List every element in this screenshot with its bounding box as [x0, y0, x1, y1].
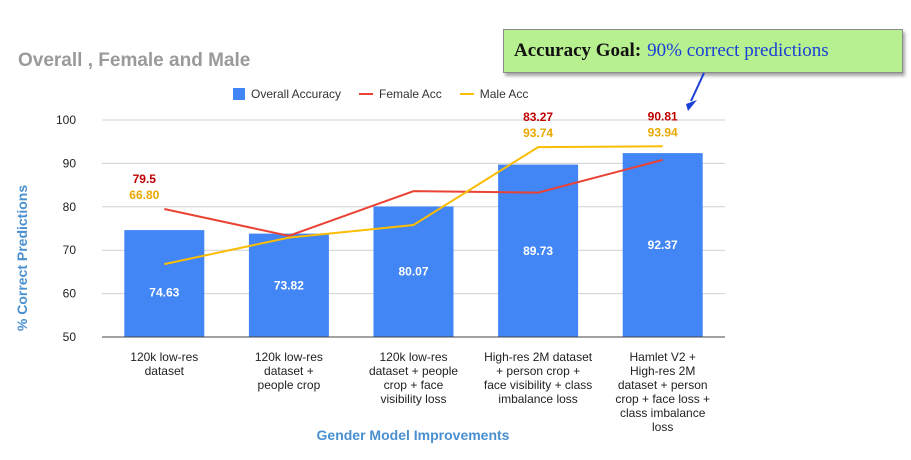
legend-item-male: Male Acc [459, 87, 529, 101]
x-tick-label: Hamlet V2 + High-res 2M dataset + person cr… [615, 350, 711, 434]
chart-title: Overall , Female and Male [18, 50, 251, 71]
chart-legend: Overall Accuracy Female Acc Male Acc [233, 86, 546, 102]
legend-label-female: Female Acc [379, 87, 442, 101]
bar-data-label: 73.82 [274, 278, 304, 292]
line-male-acc [164, 145, 663, 266]
accuracy-goal-value: 90% correct predictions [647, 40, 829, 61]
y-tick-label: 50 [63, 330, 77, 344]
accuracy-goal-label: Accuracy Goal: [514, 40, 642, 61]
y-tick-label: 90 [63, 156, 77, 170]
legend-label-male: Male Acc [479, 87, 529, 101]
legend-item-overall: Overall Accuracy [233, 87, 341, 101]
y-axis-label: % Correct Predictions [14, 184, 30, 332]
y-tick-label: 80 [63, 200, 77, 214]
bar-overall-accuracy [248, 233, 329, 337]
accuracy-goal-arrow [690, 72, 705, 102]
x-tick-label: High-res 2M dataset + person crop + face v… [483, 350, 593, 406]
bar-data-label: 74.63 [149, 286, 179, 300]
legend-swatch-male [459, 93, 474, 95]
bar-overall-accuracy [124, 230, 205, 337]
accuracy-goal-arrowhead [686, 100, 697, 111]
female-data-label: 83.27 [523, 110, 553, 124]
y-tick-label: 100 [56, 113, 76, 127]
legend-label-overall: Overall Accuracy [251, 87, 342, 101]
bar-data-label: 80.07 [398, 265, 428, 279]
x-tick-label: 120k low-res dataset [130, 350, 199, 378]
legend-swatch-overall [233, 88, 245, 100]
bar-data-label: 89.73 [523, 244, 553, 258]
female-data-label: 90.81 [648, 109, 678, 123]
bar-data-label: 92.37 [648, 238, 678, 252]
accuracy-goal-callout: Accuracy Goal: 90% correct predictions [503, 29, 903, 73]
y-tick-label: 60 [63, 287, 77, 301]
male-data-label: 93.94 [648, 125, 678, 139]
x-tick-label: 120k low-res dataset + people crop + face v… [368, 350, 459, 406]
x-tick-label: 120k low-res dataset + people crop [254, 350, 323, 392]
legend-item-female: Female Acc [359, 87, 442, 101]
bar-overall-accuracy [622, 153, 703, 337]
y-tick-label: 70 [63, 243, 77, 257]
male-data-label: 93.74 [523, 126, 553, 140]
line-female-acc [164, 158, 663, 237]
female-data-label: 79.5 [133, 172, 157, 186]
x-axis-label: Gender Model Improvements [316, 427, 510, 443]
male-data-label: 66.80 [129, 188, 159, 202]
legend-swatch-female [359, 93, 374, 95]
